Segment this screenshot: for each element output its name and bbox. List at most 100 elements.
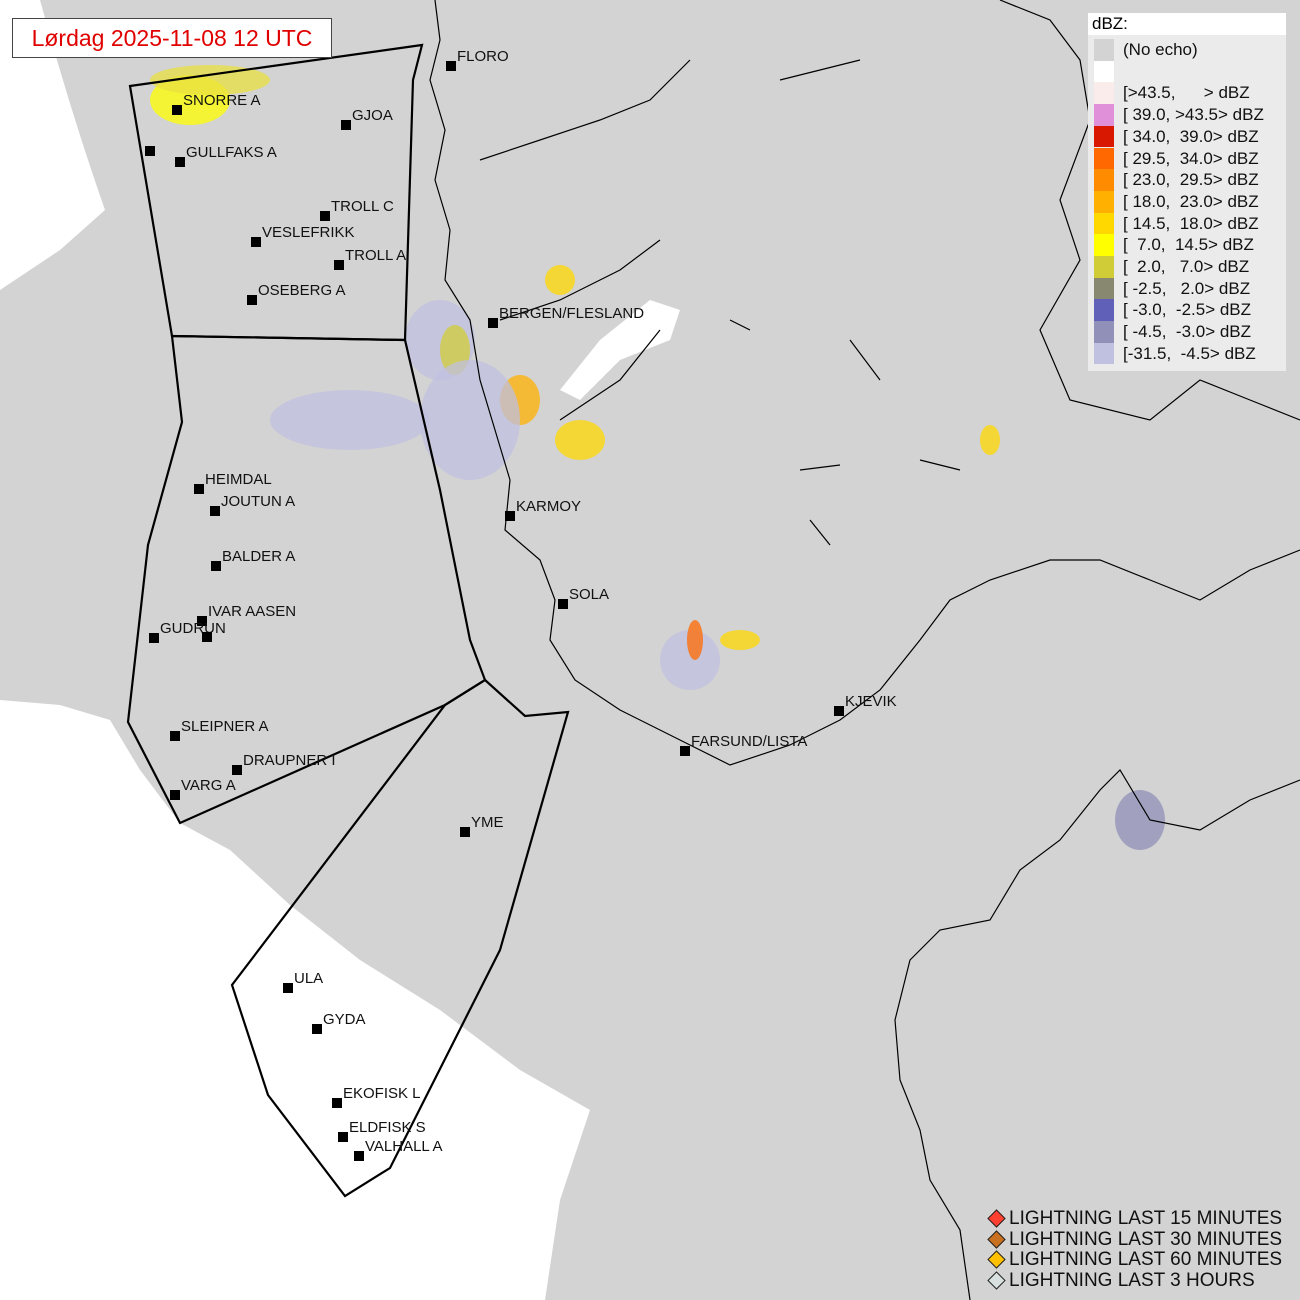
station-marker-icon (247, 295, 257, 305)
station[interactable]: SLEIPNER A (170, 718, 269, 741)
legend-swatch (1094, 60, 1114, 83)
echo-cluster (150, 65, 270, 95)
station[interactable] (145, 146, 155, 156)
legend-label: [ 14.5, 18.0> dBZ (1123, 213, 1259, 233)
no-echo-area (560, 300, 680, 400)
station[interactable]: FARSUND/LISTA (680, 733, 807, 756)
station-label: EKOFISK L (343, 1085, 421, 1102)
station-marker-icon (172, 105, 182, 115)
station-label: VESLEFRIKK (262, 224, 355, 241)
lightning-label: LIGHTNING LAST 3 HOURS (1009, 1269, 1255, 1291)
station-marker-icon (338, 1132, 348, 1142)
legend-swatch (1094, 169, 1114, 191)
legend-item: [ 2.0, 7.0> dBZ (1094, 256, 1284, 278)
station-label: KARMOY (516, 498, 581, 515)
station-marker-icon (197, 616, 207, 626)
echo-cluster (555, 420, 605, 460)
legend-swatch (1094, 125, 1114, 148)
legend-label: [>43.5, > dBZ (1123, 83, 1250, 103)
station[interactable]: GJOA (341, 107, 393, 130)
station-label: VARG A (181, 777, 236, 794)
station[interactable]: TROLL A (334, 247, 406, 270)
station-label: SLEIPNER A (181, 718, 269, 735)
legend-swatch (1094, 342, 1114, 365)
station[interactable]: TROLL C (320, 198, 394, 221)
station-marker-icon (283, 983, 293, 993)
legend-swatch (1094, 190, 1114, 213)
legend-item: [ 34.0, 39.0> dBZ (1094, 125, 1284, 148)
station-marker-icon (170, 731, 180, 741)
legend-item: [ 18.0, 23.0> dBZ (1094, 190, 1284, 213)
station-marker-icon (149, 633, 159, 643)
station-label: GUDRUN (160, 620, 226, 637)
station[interactable]: KARMOY (505, 498, 581, 521)
legend-swatch (1094, 299, 1114, 322)
station[interactable]: BALDER A (211, 548, 295, 571)
legend-item: [>43.5, > dBZ (1094, 82, 1284, 105)
legend-item: [ -2.5, 2.0> dBZ (1094, 277, 1284, 300)
station-label: GJOA (352, 107, 393, 124)
echo-cluster (270, 390, 430, 450)
station[interactable]: OSEBERG A (247, 282, 346, 305)
station[interactable]: SNORRE A (172, 92, 261, 115)
station-marker-icon (334, 260, 344, 270)
station[interactable]: VESLEFRIKK (251, 224, 355, 247)
station[interactable]: DRAUPNER I (232, 752, 336, 775)
station[interactable]: EKOFISK L (332, 1085, 421, 1108)
station-marker-icon (680, 746, 690, 756)
station-label: BERGEN/FLESLAND (499, 305, 644, 322)
station-label: KJEVIK (845, 693, 897, 710)
legend-item: [ -3.0, -2.5> dBZ (1094, 299, 1284, 322)
echo-cluster (980, 425, 1000, 455)
station[interactable]: FLORO (446, 48, 509, 71)
station[interactable]: SOLA (558, 586, 609, 609)
station[interactable]: JOUTUN A (210, 493, 295, 516)
station[interactable]: ULA (283, 970, 323, 993)
legend-label: [ -2.5, 2.0> dBZ (1123, 278, 1251, 298)
legend-label: [ 7.0, 14.5> dBZ (1123, 235, 1254, 255)
station-marker-icon (446, 61, 456, 71)
legend-swatch (1094, 277, 1114, 300)
station-marker-icon (320, 211, 330, 221)
station[interactable]: ELDFISK S (338, 1119, 426, 1142)
stations: FLORO SNORRE A GJOA GULLFAKS A TROLL C VESLEF… (145, 48, 897, 1161)
station-label: GULLFAKS A (186, 144, 277, 161)
station[interactable]: VALHALL A (354, 1138, 443, 1161)
legend-swatch (1094, 212, 1114, 235)
echo-cluster (720, 630, 760, 650)
station[interactable]: BERGEN/FLESLAND (488, 305, 644, 328)
station[interactable]: GULLFAKS A (175, 144, 277, 167)
dbz-legend: dBZ: (No echo) [>43.5, > dBZ[ 39.0, >43.5… (1088, 13, 1286, 371)
station[interactable]: KJEVIK (834, 693, 897, 716)
station-label: ELDFISK S (349, 1119, 426, 1136)
radar-echoes (150, 65, 1165, 850)
station-marker-icon (170, 790, 180, 800)
echo-cluster (687, 620, 703, 660)
station-marker-icon (312, 1024, 322, 1034)
legend-item: [ 29.5, 34.0> dBZ (1094, 147, 1284, 170)
station[interactable]: HEIMDAL (194, 471, 272, 494)
legend-item: [ 7.0, 14.5> dBZ (1094, 234, 1284, 256)
station[interactable]: VARG A (170, 777, 236, 800)
station-marker-icon (202, 632, 212, 642)
legend-item: [ 14.5, 18.0> dBZ (1094, 212, 1284, 235)
legend-item: [ 23.0, 29.5> dBZ (1094, 169, 1284, 191)
echo-cluster (660, 630, 720, 690)
legend-item: (No echo) (1094, 39, 1284, 61)
station[interactable]: IVAR AASEN (197, 603, 296, 626)
legend-swatch (1094, 321, 1114, 343)
lightning-label: LIGHTNING LAST 15 MINUTES (1009, 1208, 1283, 1229)
station-marker-icon (251, 237, 261, 247)
station-marker-icon (460, 827, 470, 837)
echo-cluster (1115, 790, 1165, 850)
legend-label: [ 39.0, >43.5> dBZ (1123, 105, 1264, 125)
station[interactable]: GYDA (312, 1011, 366, 1034)
station[interactable]: YME (460, 814, 504, 837)
station[interactable] (202, 632, 212, 642)
station-marker-icon (488, 318, 498, 328)
legend-label: [-31.5, -4.5> dBZ (1123, 343, 1256, 363)
echo-cluster (420, 360, 520, 480)
legend-item: [ -4.5, -3.0> dBZ (1094, 321, 1284, 343)
station-marker-icon (211, 561, 221, 571)
